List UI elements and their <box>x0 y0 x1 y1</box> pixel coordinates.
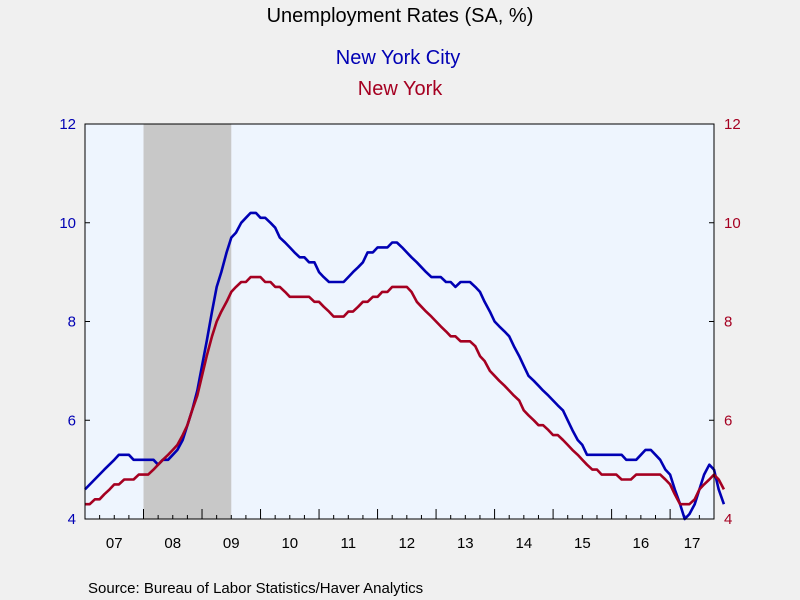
left-axis-tick-label: 6 <box>68 412 76 429</box>
x-axis-tick-label: 16 <box>633 535 650 552</box>
series-line-new-york <box>85 275 726 506</box>
left-axis-tick-label: 4 <box>68 511 76 528</box>
x-axis-tick-label: 10 <box>281 535 298 552</box>
plot-frame <box>84 123 715 520</box>
legend-new-york-city: New York City <box>336 47 461 69</box>
x-axis-tick-label: 17 <box>684 535 701 552</box>
right-axis-tick-label: 8 <box>724 314 732 331</box>
source-note: Source: Bureau of Labor Statistics/Haver… <box>88 580 423 597</box>
x-axis-tick-label: 09 <box>223 535 240 552</box>
x-axis-labels: 07 08 09 10 11 12 13 14 15 16 17 <box>106 535 700 552</box>
right-axis-labels: 4 6 8 10 12 <box>724 116 741 528</box>
x-axis-tick-label: 07 <box>106 535 123 552</box>
series-line-new-york-city <box>84 211 726 521</box>
left-axis-labels: 4 6 8 10 12 <box>59 116 76 528</box>
x-axis-tick-label: 11 <box>341 535 357 552</box>
legend-new-york: New York <box>358 78 443 100</box>
right-axis-tick-label: 6 <box>724 412 732 429</box>
x-axis-tick-label: 13 <box>457 535 474 552</box>
x-axis-tick-label: 14 <box>515 535 532 552</box>
right-axis-tick-label: 4 <box>724 511 732 528</box>
x-axis-tick-label: 15 <box>574 535 591 552</box>
x-axis-tick-label: 12 <box>398 535 415 552</box>
right-axis-tick-label: 10 <box>724 215 741 232</box>
x-axis-tick-label: 08 <box>164 535 181 552</box>
chart-title: Unemployment Rates (SA, %) <box>267 5 534 27</box>
right-axis-tick-label: 12 <box>724 116 741 133</box>
left-axis-tick-label: 8 <box>68 314 76 331</box>
left-axis-tick-label: 10 <box>59 215 76 232</box>
left-axis-tick-label: 12 <box>59 116 76 133</box>
